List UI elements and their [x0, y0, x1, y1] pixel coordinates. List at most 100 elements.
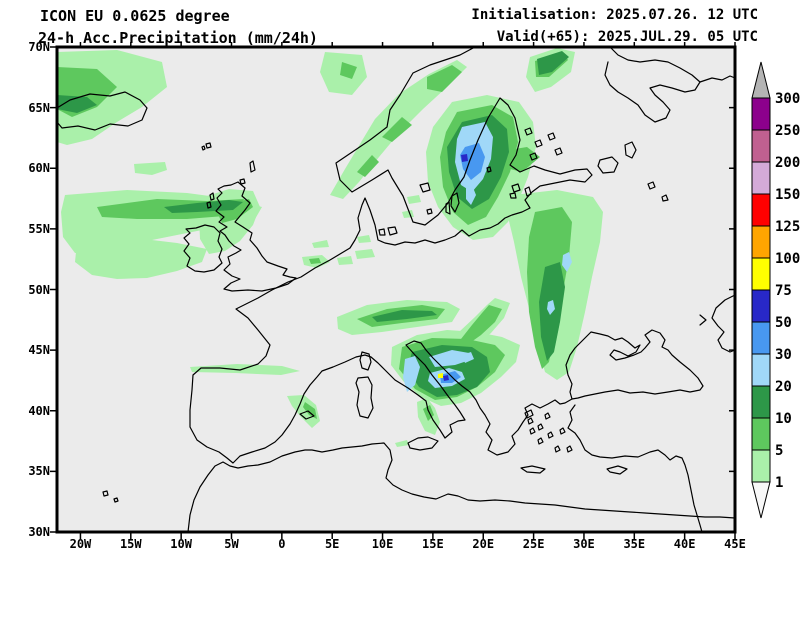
lon-tick-label: 15W [119, 537, 142, 551]
coastline-barents-east [699, 75, 735, 83]
coastline-black-sea [565, 329, 704, 400]
lake-finland-4 [554, 147, 563, 156]
island-madeira-2 [113, 497, 119, 503]
island-zealand [387, 226, 398, 236]
island-corsica [359, 351, 372, 371]
legend-band [751, 289, 771, 323]
island-cyprus [606, 465, 628, 475]
legend-value-label: 100 [775, 251, 800, 267]
lon-tick-label: 10E [371, 537, 394, 551]
lake-onega [624, 141, 637, 159]
legend-band [751, 385, 771, 419]
model-title: ICON EU 0.0625 degree [40, 7, 230, 25]
legend-value-label: 10 [775, 411, 792, 427]
legend-band [751, 161, 771, 195]
legend-band [751, 193, 771, 227]
legend-value-label: 150 [775, 187, 800, 203]
product-title: 24-h Acc.Precipitation (mm/24h) [38, 29, 318, 47]
lat-tick-label: 65N [28, 100, 50, 115]
legend-overflow-arrow [751, 61, 771, 99]
lon-tick-label: 35E [623, 537, 646, 551]
legend-value-label: 75 [775, 283, 792, 299]
lon-tick-label: 5E [324, 537, 340, 551]
coastline-anatolia-levant [567, 404, 703, 532]
lat-tick-label: 70N [28, 40, 50, 54]
init-time-line: Initialisation: 2025.07.26. 12 UTC [471, 7, 758, 23]
island-faroe-2 [201, 145, 206, 151]
lon-tick-label: 20W [69, 537, 92, 551]
island-sardinia [355, 376, 374, 419]
lake-russia-2 [661, 194, 669, 202]
init-label: Initialisation: [471, 7, 598, 23]
coastline-kola-barents [604, 47, 701, 123]
map-frame [55, 45, 737, 534]
coastline-great-britain [215, 181, 297, 292]
island-mallorca [299, 410, 315, 420]
legend-band [751, 257, 771, 291]
lat-tick-label: 55N [28, 221, 50, 236]
map-canvas [50, 42, 737, 539]
legend-band [751, 97, 771, 131]
legend-band [751, 225, 771, 259]
legend-underflow-arrow [751, 481, 771, 519]
legend-value-label: 50 [775, 315, 792, 331]
precip-layer-dark-blue [443, 154, 468, 381]
legend-band [751, 449, 771, 483]
island-sicily [407, 436, 439, 451]
island-madeira [102, 490, 109, 497]
legend-band [751, 417, 771, 451]
coastline-layer [57, 47, 735, 532]
lon-tick-label: 10W [170, 537, 192, 551]
island-rhodes [566, 445, 573, 453]
lon-tick-label: 15E [422, 537, 444, 551]
lake-peipus [524, 186, 532, 197]
river-volga-delta [699, 314, 707, 326]
lake-vanern [419, 182, 431, 193]
island-aegean-6 [529, 427, 536, 435]
precip-layer-yellow [438, 373, 443, 378]
coastline-caspian [711, 294, 735, 353]
island-orkney [239, 178, 246, 185]
lon-tick-label: 5W [224, 537, 239, 551]
lat-tick-label: 35N [28, 464, 50, 479]
island-funen [378, 228, 386, 236]
island-hebrides [209, 192, 215, 201]
lon-tick-label: 40E [673, 537, 696, 551]
legend-value-label: 30 [775, 347, 792, 363]
island-aegean-1 [527, 417, 534, 425]
lake-russia-1 [647, 181, 656, 190]
island-aegean-2 [537, 423, 544, 431]
lat-tick-label: 60N [28, 161, 50, 176]
color-legend: 300 250 200 150 125 100 75 50 30 20 10 5 1 [751, 61, 800, 519]
island-chios [559, 427, 566, 435]
legend-value-label: 200 [775, 155, 800, 171]
island-euboea [524, 409, 534, 419]
island-gotland [450, 192, 460, 213]
coastline-iceland [57, 91, 148, 131]
legend-band [751, 353, 771, 387]
coastline-ireland [183, 224, 223, 273]
lon-tick-label: 20E [472, 537, 495, 551]
init-value: 2025.07.26. 12 UTC [606, 7, 758, 23]
legend-value-label: 300 [775, 91, 800, 107]
lon-tick-label: 25E [522, 537, 545, 551]
lat-tick-label: 40N [28, 403, 50, 418]
island-lesbos [544, 412, 551, 420]
island-saaremaa [511, 183, 521, 193]
lake-finland-1 [524, 127, 533, 136]
island-faroe [205, 142, 212, 149]
legend-value-label: 125 [775, 219, 800, 235]
island-crete [520, 465, 546, 474]
lat-tick-label: 45N [28, 343, 50, 358]
lon-tick-label: 0 [278, 537, 286, 551]
island-shetland [249, 160, 256, 173]
coastline-mainland-europe [189, 47, 593, 464]
legend-value-label: 5 [775, 443, 783, 459]
island-bornholm [426, 208, 433, 215]
lake-finland-3 [547, 132, 556, 141]
legend-value-label: 1 [775, 475, 783, 491]
lake-finland-5 [529, 152, 538, 161]
legend-value-label: 250 [775, 123, 800, 139]
valid-value: 2025.JUL.29. 05 UTC [597, 29, 758, 45]
